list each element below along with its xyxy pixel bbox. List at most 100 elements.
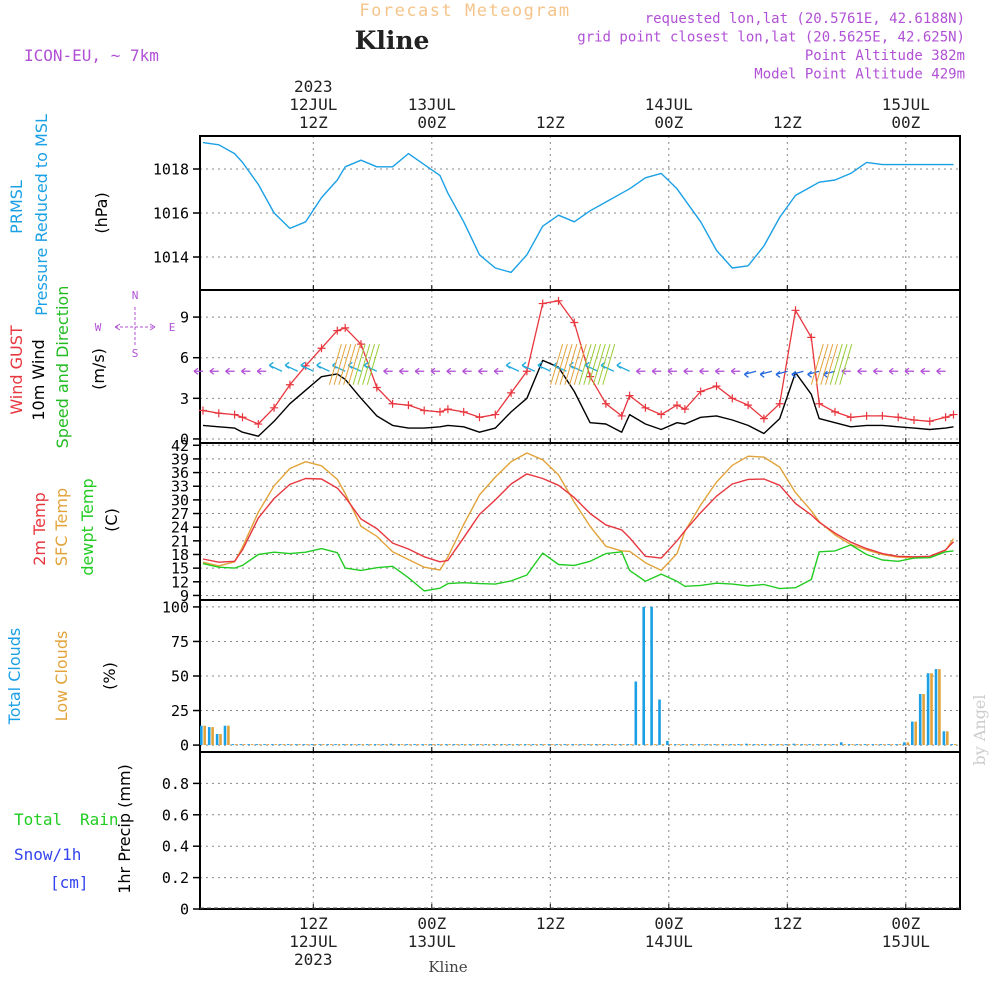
gust-marker [807,333,816,342]
total-cloud-bar [444,744,448,746]
header-info-line: Point Altitude 382m [805,48,965,64]
low-cloud-bar [748,744,752,746]
total-cloud-bar [263,744,266,746]
total-cloud-bar [468,744,472,746]
total-cloud-bar [658,699,661,746]
gust-marker [404,401,413,410]
total-cloud-bar [729,744,732,746]
total-cloud-bar [326,744,329,746]
wind-dir-label: Speed and Direction [53,286,72,449]
low-cloud-bar [827,744,831,746]
total-cloud-bar [358,744,361,746]
y-tick-label: 6 [180,349,189,367]
bottom-time-label: 12Z [299,914,328,933]
low-cloud-bar [574,744,578,746]
total-cloud-bar [381,744,385,746]
pressure-label-short: PRMSL [7,180,26,234]
compass-arrowheads [114,323,156,331]
wind-direction-arrow [920,367,930,375]
total-cloud-bar [223,725,227,745]
total-cloud-bar [413,744,416,746]
total-cloud-bar [373,744,377,746]
gust-marker [641,403,650,412]
precip-snow-units: [cm] [50,873,89,892]
low-cloud-bar [227,725,230,745]
total-cloud-bar [255,744,258,746]
low-cloud-bar [930,673,933,746]
low-cloud-bar [724,744,728,746]
low-cloud-bar [645,744,649,746]
total-cloud-bar [389,743,393,746]
total-cloud-bar [460,744,464,746]
total-cloud-bar [563,744,566,746]
low-cloud-bar [551,744,554,746]
pressure-line [202,141,954,274]
wind-direction-arrow [268,361,283,372]
clouds-units: (%) [100,662,119,690]
wind-direction-arrow [651,367,662,375]
wind-direction-arrow [873,367,883,375]
wind-direction-arrow [462,367,472,375]
total-cloud-bar [342,744,345,746]
gust-marker [712,382,721,391]
gust-marker [680,405,689,414]
low-cloud-bar [716,744,720,746]
total-cloud-bar [302,744,306,746]
gust-marker [554,296,563,305]
wind-direction-arrow [241,367,251,375]
gust-marker [744,401,753,410]
low-cloud-bar [922,694,925,746]
total-cloud-bar [808,744,811,746]
wind-direction-arrow [256,367,267,375]
low-cloud-bar [740,744,744,746]
y-tick-label: 1018 [153,161,189,179]
total-cloud-bar [610,744,614,746]
low-clouds-label: Low Clouds [52,631,71,722]
total-cloud-bar [492,744,495,746]
wind-speed-line [202,359,954,437]
top-time-label: 13JUL [408,95,456,114]
low-cloud-bar [511,744,515,746]
compass-s: S [132,347,139,360]
low-cloud-bar [614,744,617,746]
total-cloud-bar [334,744,337,746]
compass-w: W [95,321,102,334]
gust-marker [522,367,531,376]
low-cloud-bar [385,744,388,746]
wind-direction-arrow [193,367,203,375]
gust-marker [696,387,705,396]
gust-marker [728,394,737,403]
gust-marker [357,340,365,349]
total-cloud-bar [871,744,875,746]
total-cloud-bar [286,744,290,746]
low-cloud-bar [953,744,957,746]
low-cloud-bar [242,744,246,746]
total-cloud-bar [863,744,867,746]
y-tick-label: 0 [180,737,189,755]
y-tick-label: 25 [171,702,189,720]
total-cloud-bar [800,744,803,746]
low-cloud-bar [337,744,341,746]
wind-direction-arrow [775,370,788,378]
low-cloud-bar [519,744,522,746]
total-cloud-bar [721,744,724,746]
top-time-label: 12Z [299,113,328,132]
total-cloud-bar [934,669,938,746]
wind-direction-arrow [936,367,946,375]
wind-direction-arrow [209,367,219,375]
y-tick-label: 0 [180,901,189,919]
wind-direction-arrow [904,367,914,375]
total-cloud-bar [918,694,922,746]
bottom-time-label: 13JUL [408,932,456,951]
total-cloud-bar [215,734,219,746]
low-cloud-bar [314,744,317,746]
gust-marker [436,407,444,416]
y-tick-label: 1014 [153,249,189,267]
wind-10m-label: 10m Wind [29,339,48,420]
compass-n: N [132,289,139,302]
total-cloud-bar [595,744,598,746]
precip-panel: 0 0.2 0.4 0.6 0.8 [162,751,961,919]
wind-direction-arrow [430,367,440,375]
wind-gust-label: Wind GUST [7,325,26,415]
wind-direction-arrow [537,361,551,372]
